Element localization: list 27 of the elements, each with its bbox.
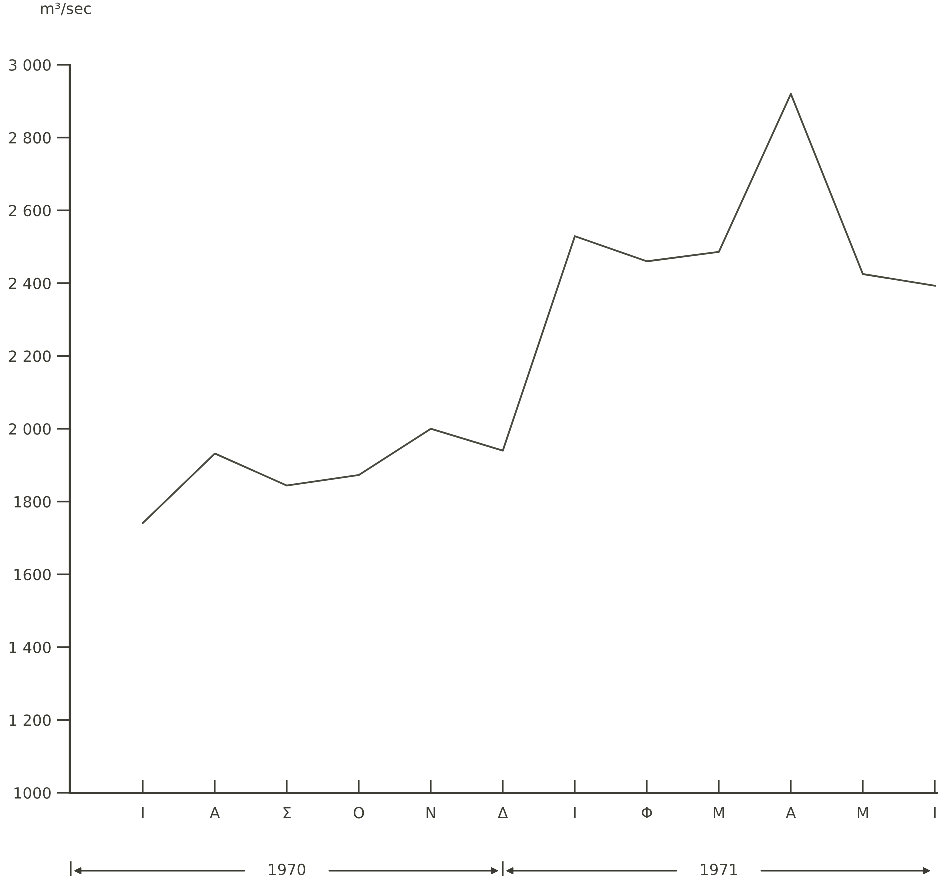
x-tick-label: Α [786, 807, 796, 818]
x-tick-label: Ι [934, 807, 936, 818]
y-tick-label: 1 400 [10, 642, 51, 654]
y-tick-label: 2 000 [9, 423, 51, 436]
x-tick-label: Ι [142, 807, 144, 818]
x-tick-label: Ι [574, 807, 576, 818]
y-tick-label: 1600 [14, 569, 51, 581]
y-tick-label: 2 200 [9, 350, 51, 362]
y-tick-label: 2 800 [9, 132, 51, 144]
y-tick-label: 1800 [14, 496, 51, 508]
line-series [142, 93, 936, 524]
y-tick-label: 2 400 [9, 278, 51, 290]
y-axis-title: m³/sec [41, 2, 91, 16]
x-tick-label: Α [210, 807, 220, 818]
x-tick-label: Μ [858, 807, 868, 818]
y-tick-label: 1 200 [10, 714, 51, 726]
x-tick-label: Δ [498, 807, 508, 818]
x-tick-label: Φ [642, 807, 652, 818]
x-tick-label: Μ [714, 807, 724, 818]
text: 1970 [269, 864, 306, 876]
x-tick-label: Σ [284, 807, 291, 818]
y-tick-label: 1000 [14, 787, 51, 800]
text: 1971 [701, 864, 738, 876]
y-tick-label: 3 000 [9, 59, 51, 72]
y-tick-label: 2 600 [9, 205, 51, 217]
x-tick-label: Ο [354, 807, 364, 819]
x-tick-label: Ν [426, 807, 436, 818]
